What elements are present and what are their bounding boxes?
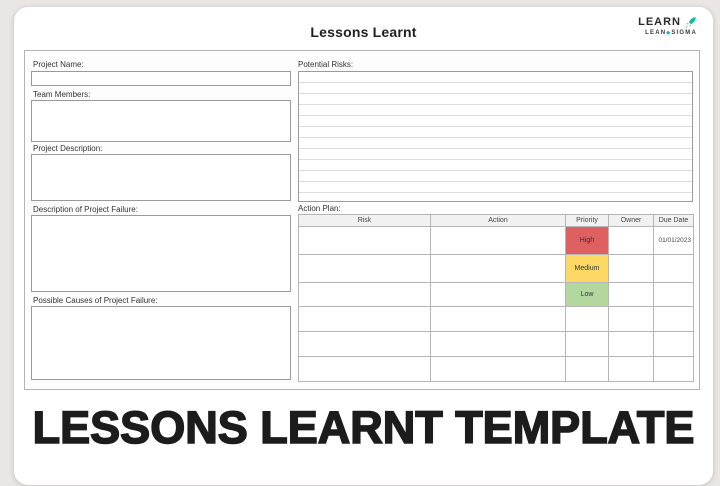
col-header-action: Action <box>430 214 566 227</box>
due-date-cell[interactable] <box>653 254 694 283</box>
project-description-input[interactable] <box>31 154 291 201</box>
risk-cell[interactable] <box>298 331 431 357</box>
table-header-row: Risk Action Priority Owner Due Date <box>298 214 694 227</box>
due-date-cell[interactable] <box>653 306 694 332</box>
risk-cell[interactable] <box>298 282 431 307</box>
owner-cell[interactable] <box>608 331 654 357</box>
template-card: Lessons Learnt LEARN LEAN◆SIGMA Project … <box>14 7 713 485</box>
brand-name-text: LEARN <box>638 16 681 29</box>
priority-cell[interactable] <box>565 356 609 382</box>
brand-sub-left: LEAN <box>645 30 667 36</box>
due-date-cell[interactable]: 01/01/2023 <box>653 226 694 255</box>
team-members-input[interactable] <box>31 100 291 142</box>
due-date-cell[interactable] <box>653 356 694 382</box>
action-cell[interactable] <box>430 226 566 255</box>
action-plan-label: Action Plan: <box>298 204 341 213</box>
brand-sub-right: SIGMA <box>671 30 697 36</box>
priority-cell[interactable] <box>565 331 609 357</box>
col-header-priority: Priority <box>565 214 609 227</box>
owner-cell[interactable] <box>608 254 654 283</box>
action-cell[interactable] <box>430 331 566 357</box>
action-cell[interactable] <box>430 356 566 382</box>
table-row: Low <box>298 282 694 307</box>
col-header-risk: Risk <box>298 214 431 227</box>
failure-causes-input[interactable] <box>31 306 291 380</box>
failure-causes-label: Possible Causes of Project Failure: <box>33 296 158 305</box>
banner-title: LESSONS LEARNT TEMPLATE <box>32 401 695 454</box>
table-row <box>298 356 694 382</box>
owner-cell[interactable] <box>608 306 654 332</box>
owner-cell[interactable] <box>608 356 654 382</box>
table-row: Medium <box>298 254 694 283</box>
project-name-label: Project Name: <box>33 60 84 69</box>
potential-risks-input[interactable] <box>298 71 693 202</box>
action-cell[interactable] <box>430 306 566 332</box>
col-header-due-date: Due Date <box>653 214 694 227</box>
due-date-cell[interactable] <box>653 331 694 357</box>
brand-name: LEARN <box>638 16 697 29</box>
col-header-owner: Owner <box>608 214 654 227</box>
brand-diamond-icon: ◆ <box>666 30 672 36</box>
risk-cell[interactable] <box>298 226 431 255</box>
owner-cell[interactable] <box>608 226 654 255</box>
brand-subname: LEAN◆SIGMA <box>638 30 697 37</box>
risk-cell[interactable] <box>298 306 431 332</box>
table-row <box>298 331 694 357</box>
lessons-learnt-sheet: Project Name: Team Members: Project Desc… <box>24 50 700 390</box>
owner-cell[interactable] <box>608 282 654 307</box>
project-name-input[interactable] <box>31 71 291 86</box>
rocket-icon <box>684 16 697 29</box>
potential-risks-label: Potential Risks: <box>298 60 354 69</box>
priority-cell[interactable]: High <box>565 226 609 255</box>
action-cell[interactable] <box>430 282 566 307</box>
action-plan-table: Risk Action Priority Owner Due Date High… <box>298 214 694 382</box>
risk-cell[interactable] <box>298 254 431 283</box>
priority-cell[interactable]: Low <box>565 282 609 307</box>
table-row <box>298 306 694 332</box>
page-title: Lessons Learnt <box>310 24 417 40</box>
project-description-label: Project Description: <box>33 144 103 153</box>
priority-cell[interactable]: Medium <box>565 254 609 283</box>
table-row: High 01/01/2023 <box>298 226 694 255</box>
priority-cell[interactable] <box>565 306 609 332</box>
failure-description-input[interactable] <box>31 215 291 292</box>
action-cell[interactable] <box>430 254 566 283</box>
risk-cell[interactable] <box>298 356 431 382</box>
due-date-cell[interactable] <box>653 282 694 307</box>
brand-logo: LEARN LEAN◆SIGMA <box>638 16 697 37</box>
failure-description-label: Description of Project Failure: <box>33 205 138 214</box>
team-members-label: Team Members: <box>33 90 91 99</box>
